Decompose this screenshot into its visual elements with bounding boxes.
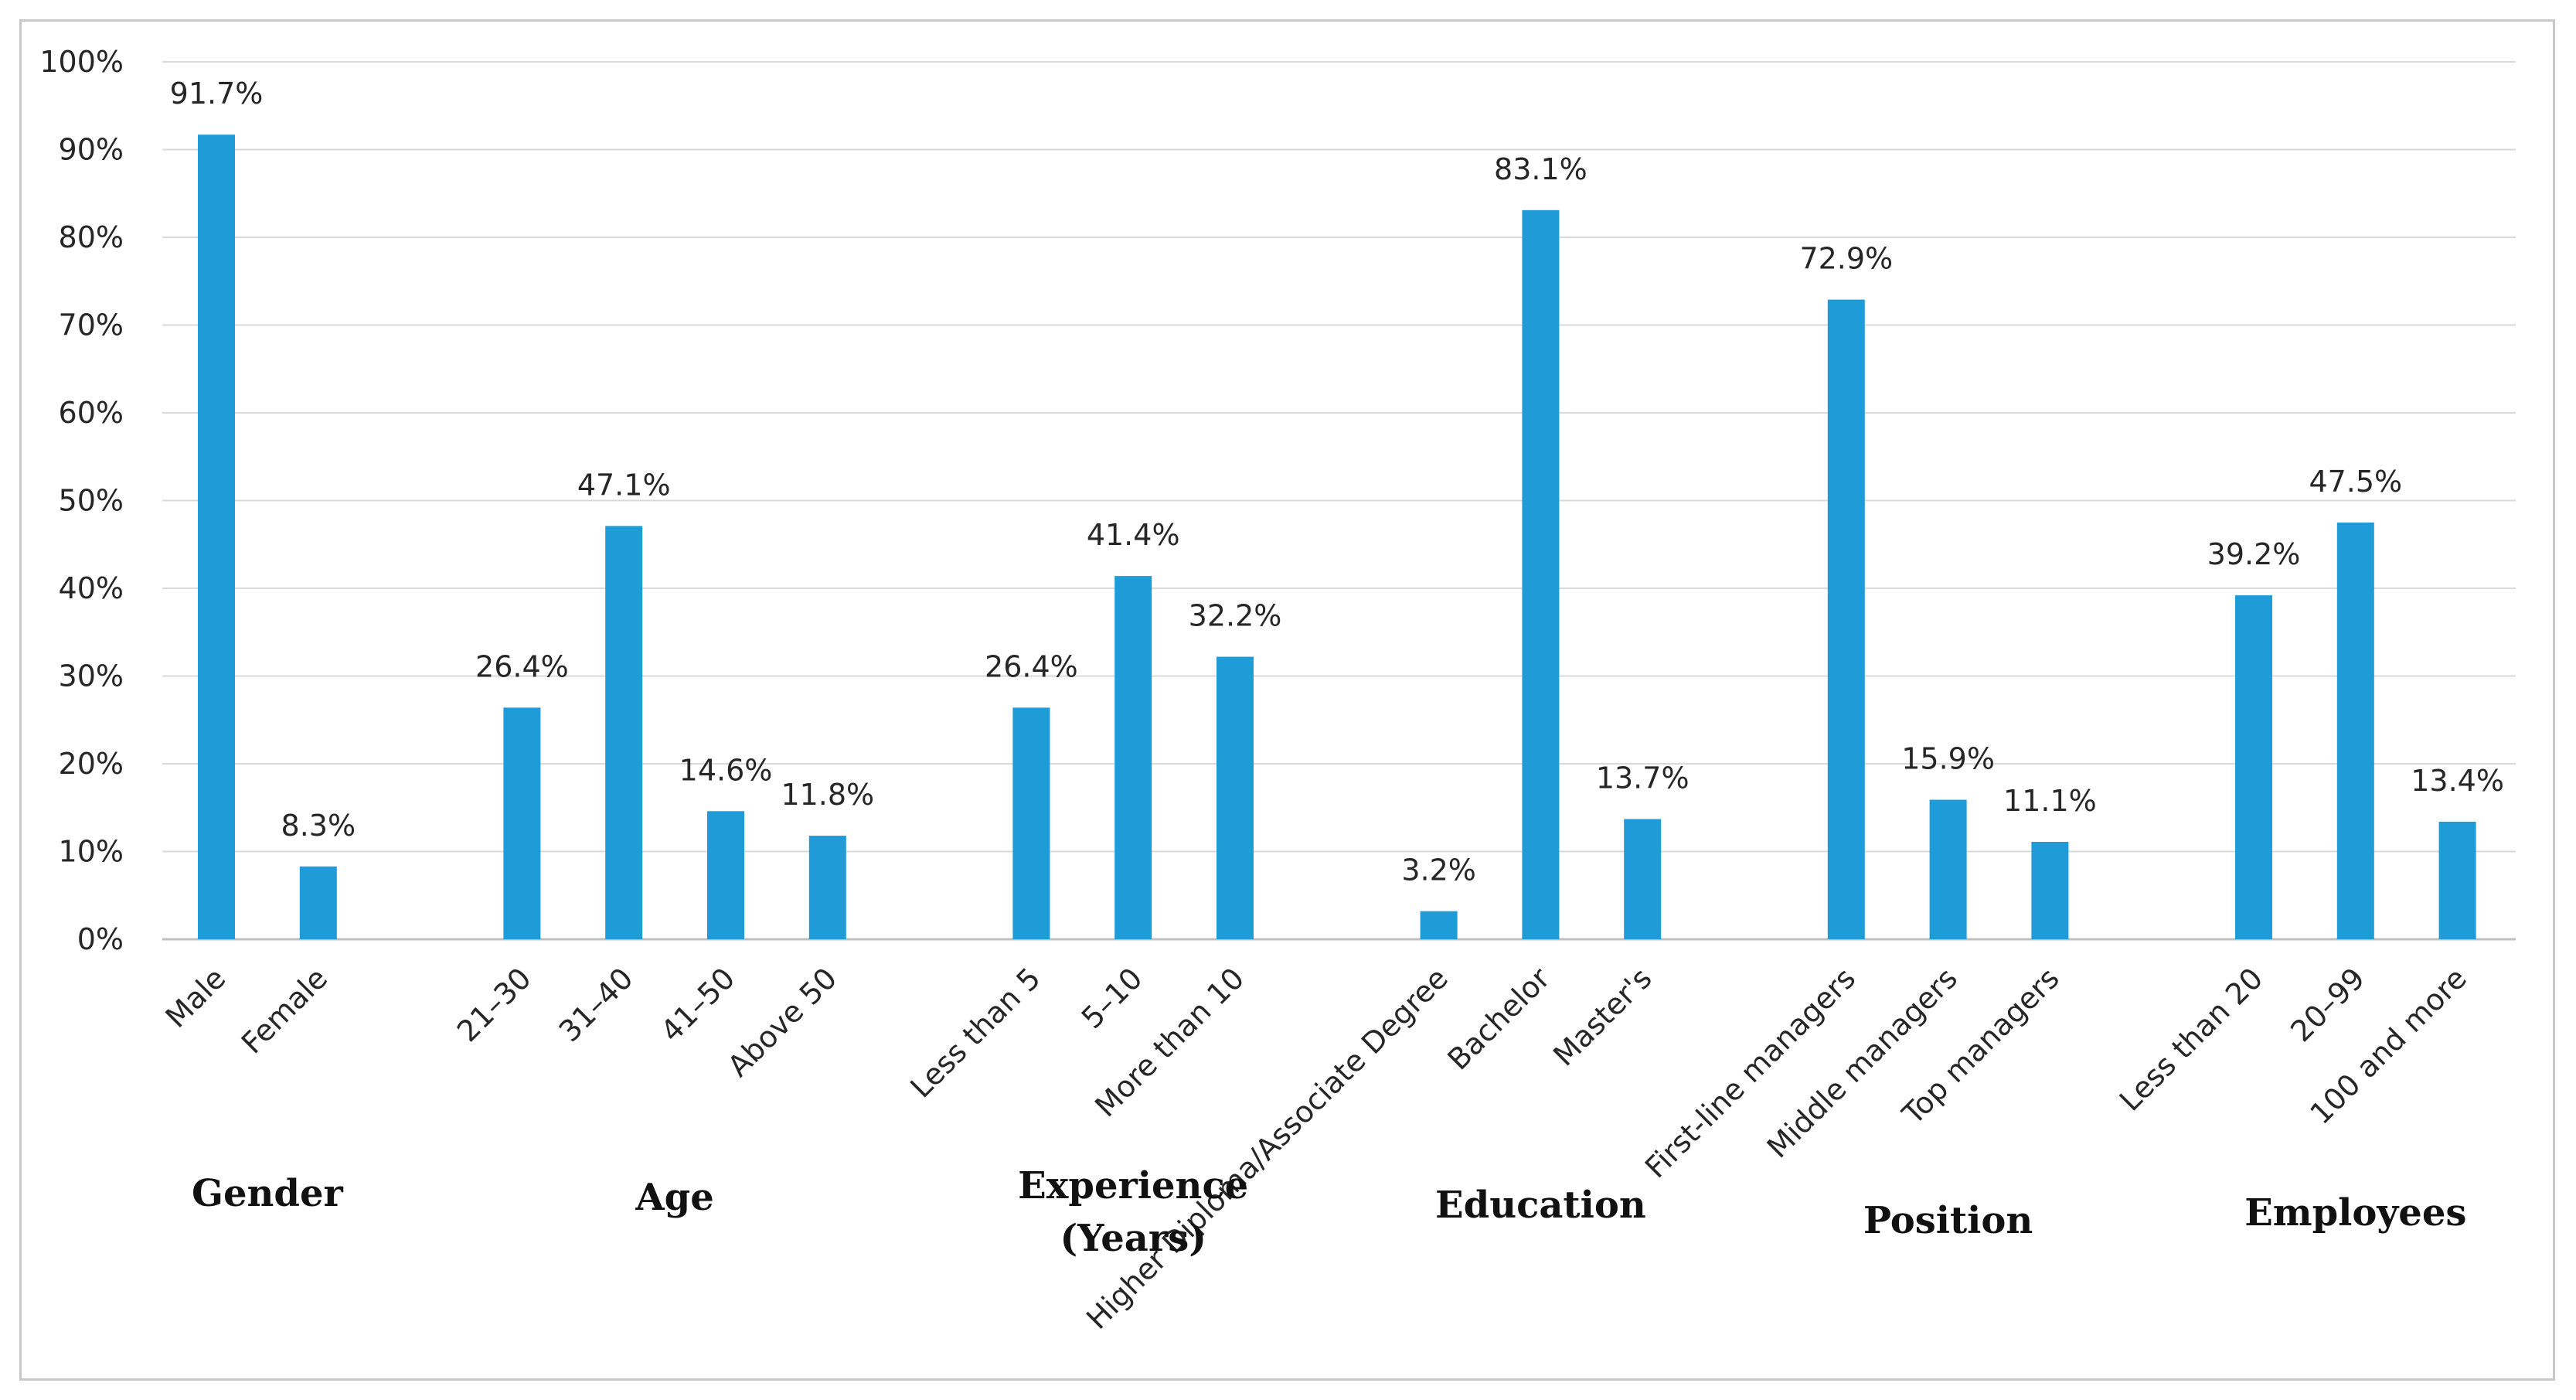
bar-gender-male: [198, 135, 235, 940]
category-label-middle-managers: Middle managers: [1761, 961, 1964, 1164]
data-label-education-master-s: 13.7%: [1596, 761, 1690, 795]
data-label-position-middle-managers: 15.9%: [1901, 742, 1995, 776]
y-tick-label: 70%: [59, 308, 124, 342]
group-labels: Gender Age Experience (Years) Education Posit…: [192, 1164, 2466, 1260]
bar-age-31-40: [605, 526, 643, 939]
bar-experience-years-less-than-5: [1012, 707, 1050, 939]
group-label-employees: Employees: [2244, 1191, 2466, 1235]
category-label-less-than-20: Less than 20: [2113, 961, 2269, 1117]
category-label-21-30: 21–30: [451, 961, 538, 1048]
data-label-employees-less-than-20: 39.2%: [2207, 537, 2301, 571]
bar-experience-years-more-than-10: [1217, 656, 1254, 939]
y-tick-label: 100%: [39, 45, 124, 79]
bar-employees-100-and-more: [2438, 821, 2476, 939]
bar-position-first-line-managers: [1827, 299, 1865, 940]
bar-education-master-s: [1624, 819, 1662, 939]
y-tick-label: 20%: [59, 747, 124, 781]
category-label-31-40: 31–40: [553, 961, 640, 1048]
data-label-age-41-50: 14.6%: [679, 753, 773, 787]
bar-position-middle-managers: [1929, 799, 1967, 939]
data-label-age-above-50: 11.8%: [781, 778, 874, 812]
group-label-age: Age: [635, 1176, 713, 1219]
gridlines: [162, 61, 2516, 941]
data-label-education-higher-diploma-associate-degree: 3.2%: [1401, 853, 1476, 887]
data-label-gender-male: 91.7%: [170, 77, 264, 111]
y-tick-label: 40%: [59, 571, 124, 605]
data-label-age-21-30: 26.4%: [475, 649, 569, 683]
bar-education-higher-diploma-associate-degree: [1420, 911, 1458, 939]
category-label-less-than-5: Less than 5: [903, 961, 1046, 1104]
category-label-female: Female: [235, 961, 334, 1060]
y-tick-label: 80%: [59, 220, 124, 254]
y-tick-label: 10%: [59, 835, 124, 869]
category-label-male: Male: [159, 961, 233, 1034]
data-label-experience-years-more-than-10: 32.2%: [1189, 599, 1282, 633]
bar-experience-years-5-10: [1114, 576, 1152, 939]
bar-age-21-30: [503, 707, 541, 939]
data-label-gender-female: 8.3%: [281, 809, 356, 843]
category-label-20-99: 20–99: [2284, 961, 2371, 1048]
group-label-position: Position: [1863, 1199, 2033, 1242]
category-label-41-50: 41–50: [654, 961, 741, 1048]
data-label-employees-100-and-more: 13.4%: [2411, 764, 2504, 798]
bars: [198, 135, 2476, 940]
bar-employees-less-than-20: [2235, 595, 2272, 939]
data-label-position-first-line-managers: 72.9%: [1799, 242, 1893, 276]
bar-employees-20-99: [2336, 522, 2374, 939]
category-label-5-10: 5–10: [1075, 961, 1149, 1035]
data-label-experience-years-5-10: 41.4%: [1087, 518, 1180, 552]
bar-age-41-50: [707, 811, 744, 939]
bar-gender-female: [299, 866, 337, 939]
category-label-higher-diploma-associate-degree: Higher Diploma/Associate Degree: [1080, 961, 1455, 1336]
data-label-experience-years-less-than-5: 26.4%: [985, 649, 1078, 683]
y-tick-label: 0%: [77, 922, 124, 956]
y-tick-label: 60%: [59, 396, 124, 430]
group-label-experience-years: Experience (Years): [1018, 1164, 1248, 1260]
y-tick-label: 30%: [59, 659, 124, 693]
data-label-age-31-40: 47.1%: [577, 468, 671, 502]
category-label-bachelor: Bachelor: [1441, 961, 1557, 1077]
bar-age-above-50: [808, 836, 846, 939]
y-axis-tick-labels: 0% 10% 20% 30% 40% 50% 60% 70% 80% 90% 100%: [39, 45, 124, 956]
bar-position-top-managers: [2031, 842, 2069, 939]
y-tick-label: 90%: [59, 133, 124, 167]
category-label-above-50: Above 50: [721, 961, 843, 1083]
data-label-employees-20-99: 47.5%: [2309, 465, 2402, 499]
bar-education-bachelor: [1522, 209, 1560, 939]
group-label-gender: Gender: [192, 1172, 344, 1215]
y-tick-label: 50%: [59, 484, 124, 518]
group-label-education: Education: [1435, 1184, 1646, 1227]
chart-frame: [19, 19, 2555, 1381]
data-label-education-bachelor: 83.1%: [1494, 152, 1587, 186]
category-label-master-s: Master's: [1547, 961, 1658, 1072]
data-label-position-top-managers: 11.1%: [2003, 784, 2097, 818]
data-labels: 91.7% 8.3% 26.4% 47.1% 14.6%11.8% 26.4% 41.4% 3…: [170, 77, 2504, 887]
